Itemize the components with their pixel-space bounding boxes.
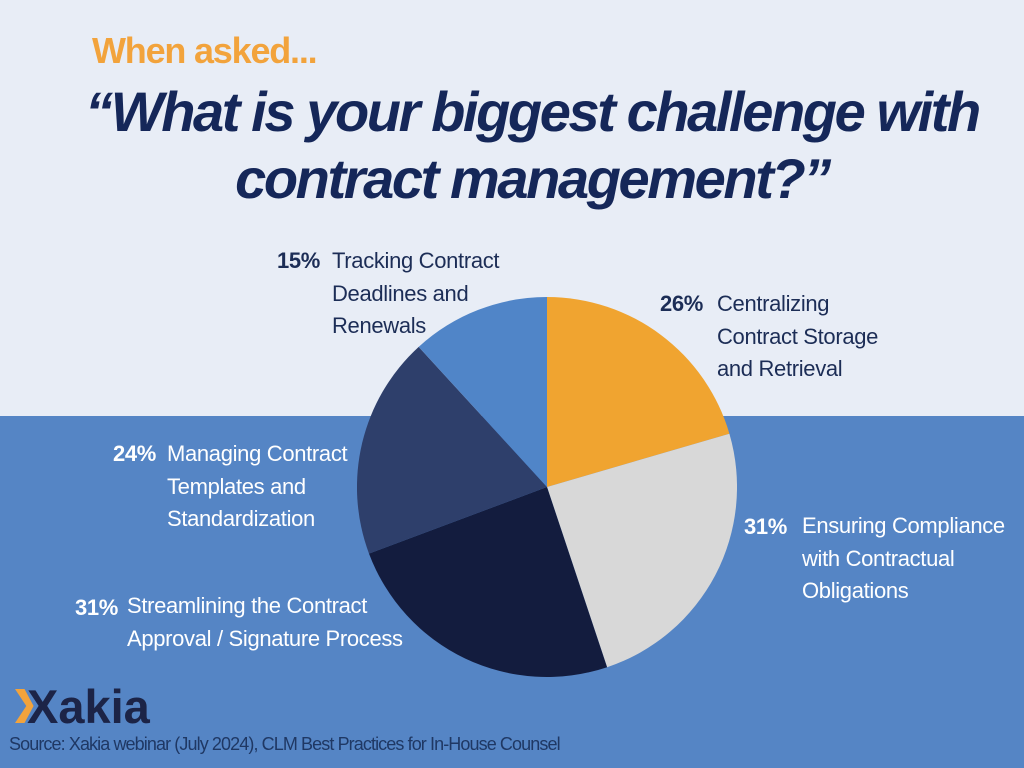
svg-text:Xakia: Xakia xyxy=(27,687,151,727)
